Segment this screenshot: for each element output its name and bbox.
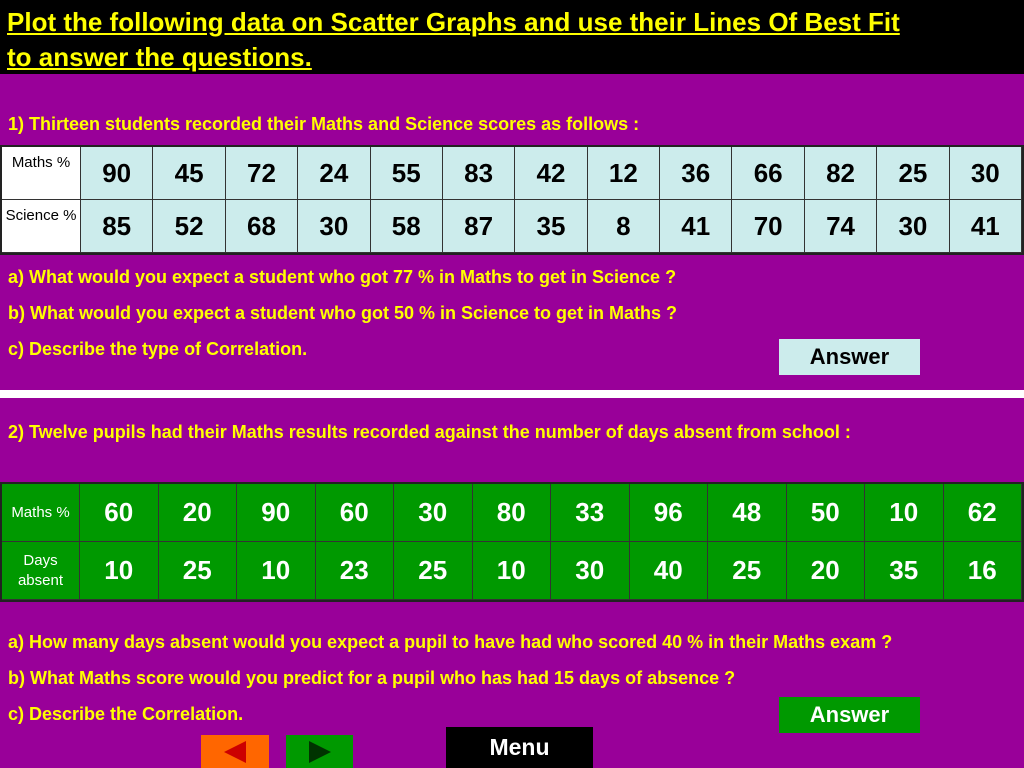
q1-maths-cell: 24: [298, 147, 371, 200]
menu-button[interactable]: Menu: [446, 727, 593, 768]
q1-maths-cell: 36: [660, 147, 733, 200]
q2-answer-button[interactable]: Answer: [779, 697, 920, 733]
q2-days-cell: 25: [708, 542, 787, 600]
q1-maths-cell: 82: [804, 147, 878, 200]
q1-science-cell: 68: [225, 200, 299, 253]
arrow-right-icon: [308, 740, 331, 763]
q1-science-cell: 8: [587, 200, 661, 253]
q1-science-cell: 41: [660, 200, 733, 253]
q2-data-table: Maths % 60 20 90 60 30 80 33 96 48 50 10…: [0, 482, 1024, 602]
q1-science-cell: 41: [949, 200, 1022, 253]
q2-row-header-days-absent: Days absent: [2, 542, 80, 600]
q2-maths-cell: 48: [708, 484, 787, 542]
q2-days-cell: 10: [472, 542, 551, 600]
q1-question-b: b) What would you expect a student who g…: [8, 303, 678, 323]
q1-science-cell: 30: [877, 200, 950, 253]
q1-maths-cell: 72: [225, 147, 299, 200]
q2-maths-cell: 33: [551, 484, 630, 542]
q1-science-cell: 58: [370, 200, 443, 253]
q1-maths-cell: 83: [442, 147, 516, 200]
q1-question-a: a) What would you expect a student who g…: [8, 267, 677, 287]
q1-science-cell: 30: [298, 200, 371, 253]
q2-days-cell: 16: [943, 542, 1022, 600]
q1-science-cell: 52: [153, 200, 226, 253]
q2-question-b: b) What Maths score would you predict fo…: [8, 668, 736, 688]
previous-button[interactable]: [201, 735, 269, 768]
q1-science-cell: 74: [804, 200, 878, 253]
q2-question-a: a) How many days absent would you expect…: [8, 632, 893, 652]
q2-days-cell: 40: [629, 542, 708, 600]
q2-days-cell: 25: [158, 542, 237, 600]
section-divider: [0, 390, 1024, 398]
q1-maths-cell: 55: [370, 147, 443, 200]
q2-days-cell: 10: [80, 542, 159, 600]
q1-maths-cell: 45: [153, 147, 226, 200]
q2-maths-cell: 96: [629, 484, 708, 542]
q2-maths-cell: 60: [80, 484, 159, 542]
q2-maths-cell: 62: [943, 484, 1022, 542]
q1-row-header-science: Science %: [2, 200, 81, 253]
q2-days-cell: 30: [551, 542, 630, 600]
q1-data-table: Maths % 90 45 72 24 55 83 42 12 36 66 82…: [0, 145, 1024, 255]
q1-row-header-maths: Maths %: [2, 147, 81, 200]
q2-row-header-maths: Maths %: [2, 484, 80, 542]
q2-days-cell: 35: [865, 542, 944, 600]
q2-maths-cell: 10: [865, 484, 944, 542]
q1-maths-cell: 30: [949, 147, 1022, 200]
q2-maths-cell: 80: [472, 484, 551, 542]
arrow-left-icon: [224, 740, 246, 763]
page-title: Plot the following data on Scatter Graph…: [7, 5, 1017, 75]
title-bar: Plot the following data on Scatter Graph…: [0, 0, 1024, 74]
q1-science-cell: 70: [732, 200, 805, 253]
q1-maths-cell: 42: [515, 147, 588, 200]
q1-science-cell: 35: [515, 200, 588, 253]
q1-maths-cell: 90: [81, 147, 154, 200]
q1-science-cell: 87: [442, 200, 516, 253]
q1-intro: 1) Thirteen students recorded their Math…: [8, 114, 640, 134]
q1-science-cell: 85: [81, 200, 154, 253]
q2-days-cell: 25: [394, 542, 473, 600]
q2-maths-cell: 30: [394, 484, 473, 542]
q2-intro: 2) Twelve pupils had their Maths results…: [8, 422, 851, 442]
q2-days-cell: 20: [786, 542, 865, 600]
q2-maths-cell: 60: [315, 484, 394, 542]
q2-maths-cell: 90: [237, 484, 316, 542]
q1-maths-cell: 12: [587, 147, 661, 200]
q2-maths-cell: 20: [158, 484, 237, 542]
q2-days-cell: 23: [315, 542, 394, 600]
page-title-line-2: to answer the questions.: [7, 42, 312, 72]
q2-maths-cell: 50: [786, 484, 865, 542]
q1-question-c: c) Describe the type of Correlation.: [8, 339, 308, 359]
q2-question-c: c) Describe the Correlation.: [8, 704, 244, 724]
q2-days-cell: 10: [237, 542, 316, 600]
q1-maths-cell: 25: [877, 147, 950, 200]
q1-answer-button[interactable]: Answer: [779, 339, 920, 375]
page-title-line-1: Plot the following data on Scatter Graph…: [7, 7, 900, 37]
next-button[interactable]: [286, 735, 353, 768]
q1-maths-cell: 66: [732, 147, 805, 200]
